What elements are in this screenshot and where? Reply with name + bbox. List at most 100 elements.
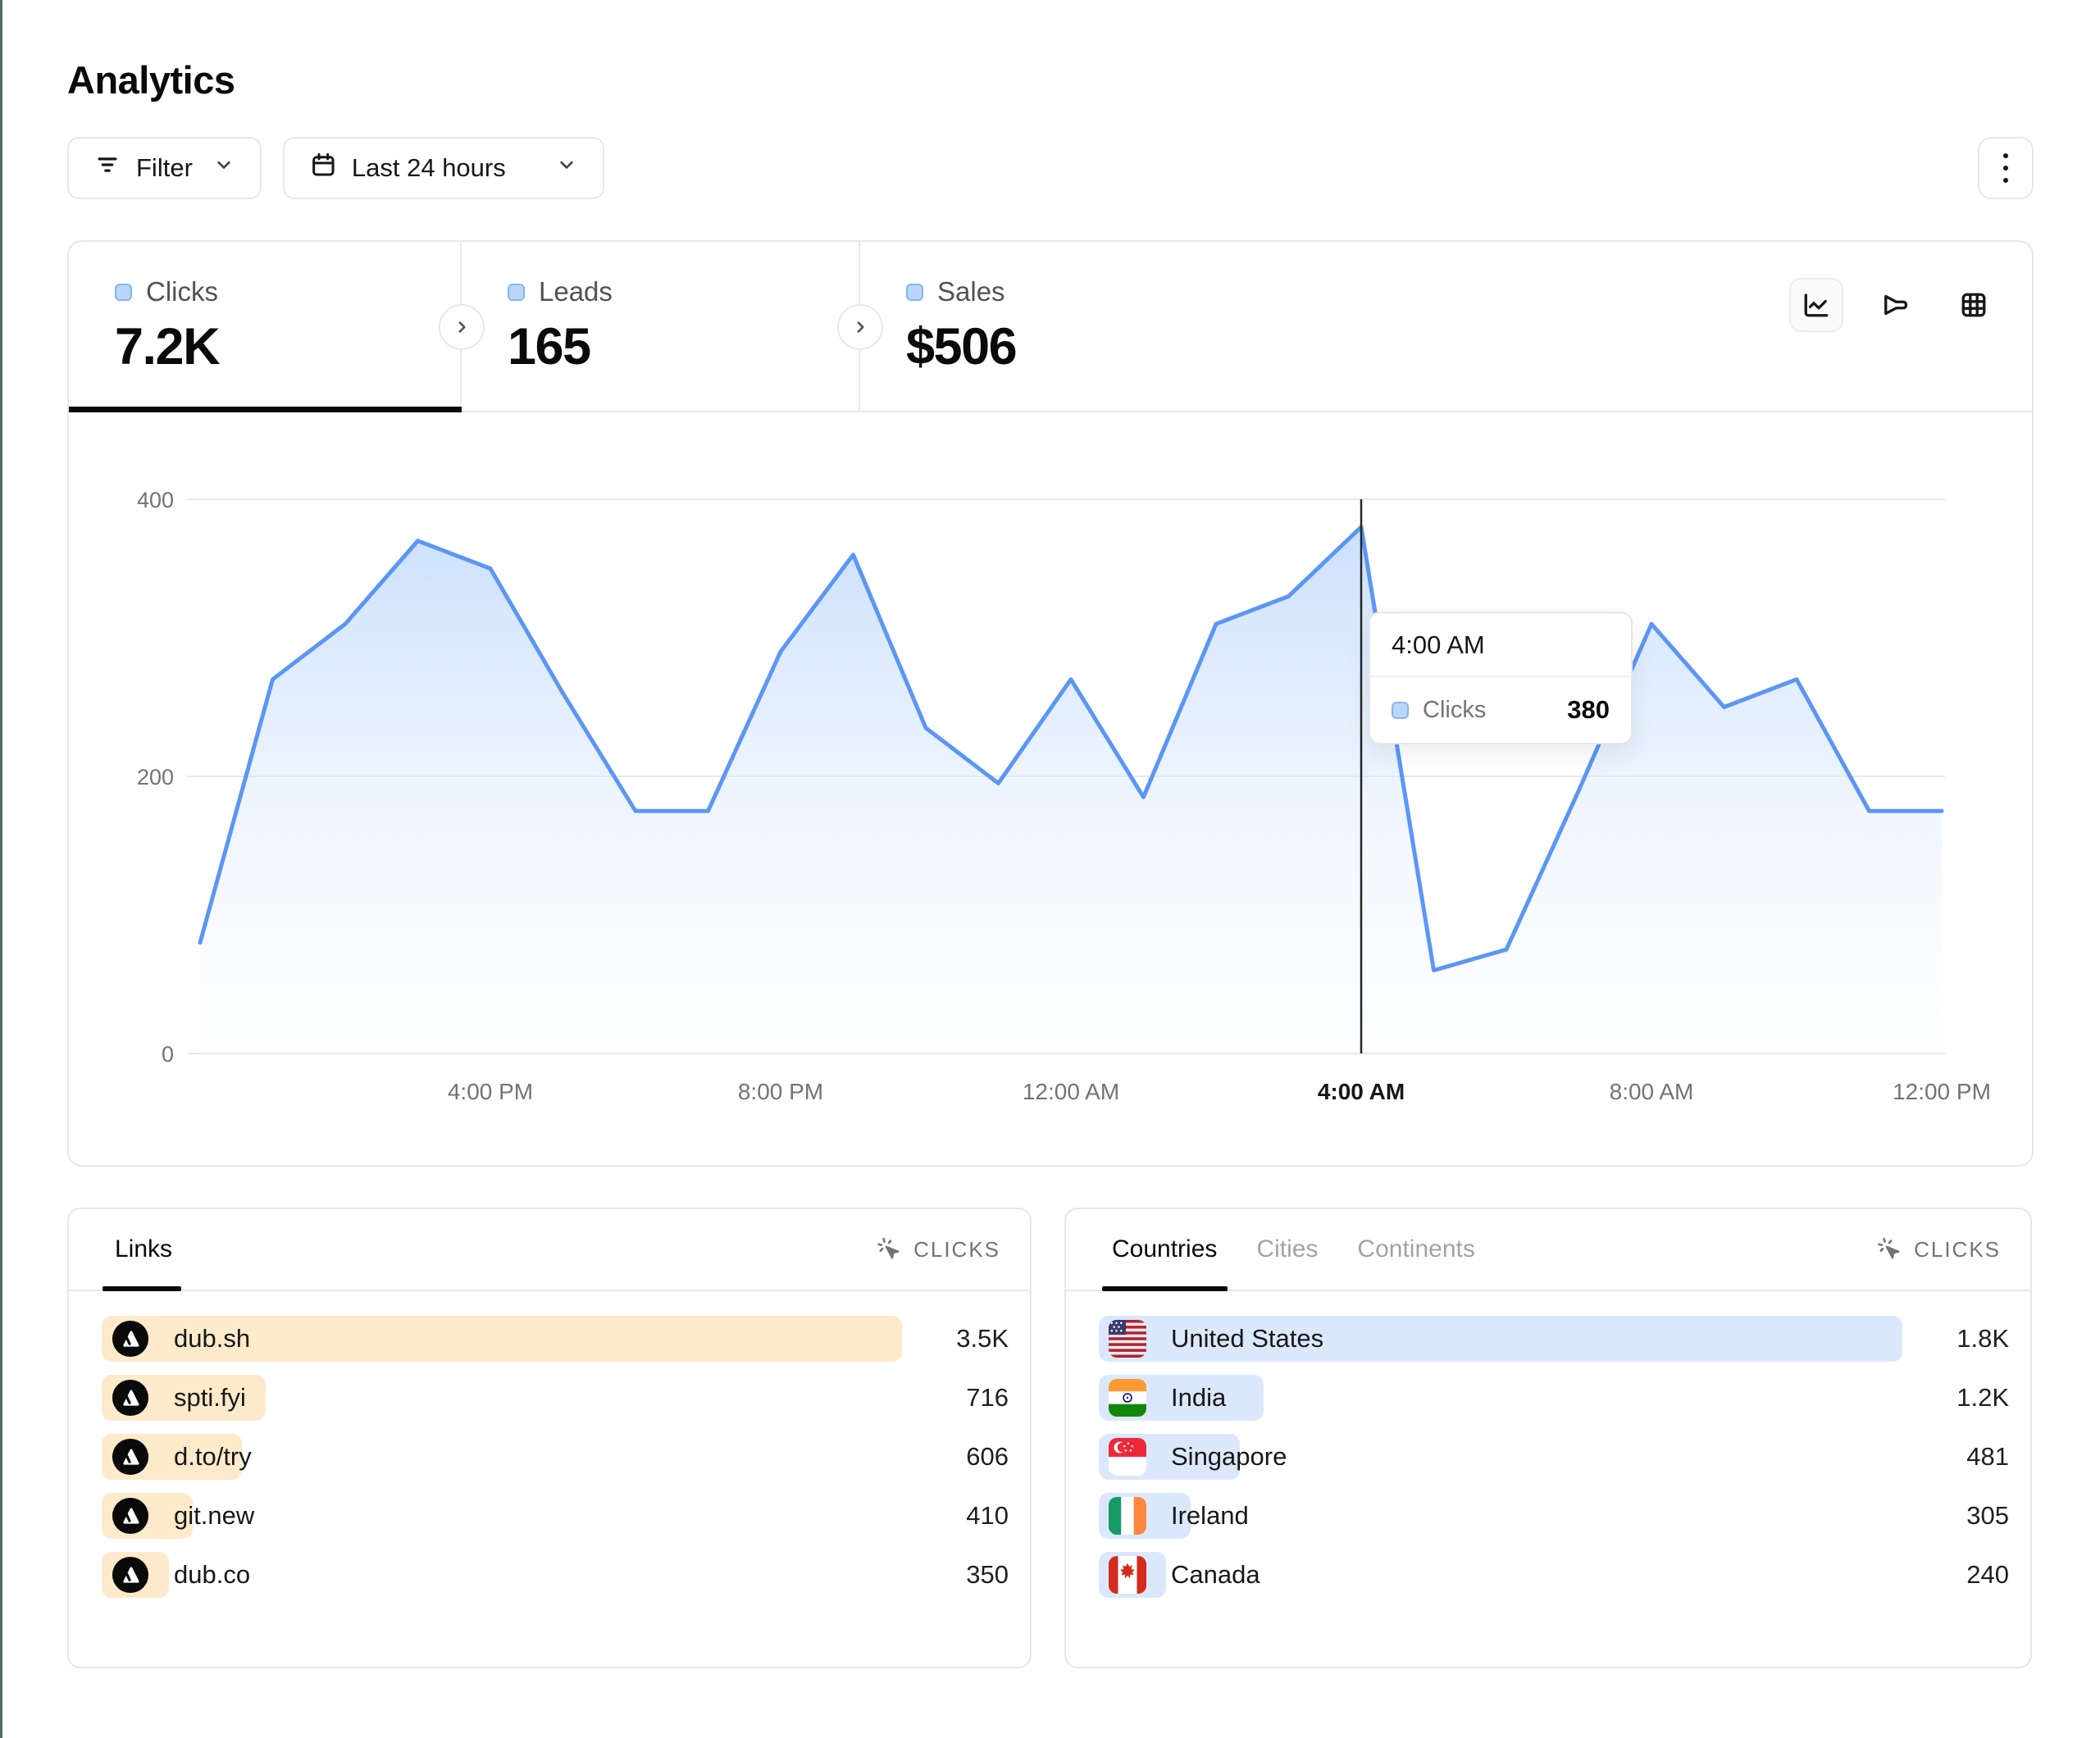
tooltip-time: 4:00 AM bbox=[1370, 613, 1631, 677]
row-value: 481 bbox=[1966, 1442, 2009, 1471]
tooltip-series-label: Clicks bbox=[1423, 696, 1487, 723]
link-row[interactable]: dub.co 350 bbox=[102, 1552, 1009, 1598]
row-value: 305 bbox=[1966, 1501, 2009, 1530]
toolbar: Filter Last 24 hours bbox=[67, 137, 2034, 199]
chevron-down-icon bbox=[212, 153, 235, 183]
tab-leads[interactable]: Leads 165 bbox=[462, 242, 860, 411]
row-value: 606 bbox=[966, 1442, 1009, 1471]
clicks-tab-label: Clicks bbox=[146, 276, 218, 307]
flag-ca-icon bbox=[1109, 1556, 1146, 1594]
value-bar bbox=[1099, 1316, 1902, 1362]
row-label: United States bbox=[1171, 1324, 1324, 1353]
row-value: 350 bbox=[966, 1560, 1009, 1589]
breakdown-panels: Links CLICKS dub.sh 3.5K bbox=[67, 1208, 2034, 1668]
analytics-chart-card: Clicks 7.2K Leads 165 Sales $506 bbox=[67, 240, 2034, 1167]
countries-rows: United States 1.8K India 1.2K Singapore … bbox=[1066, 1291, 2030, 1598]
link-row[interactable]: d.to/try 606 bbox=[102, 1434, 1009, 1480]
row-label: dub.sh bbox=[174, 1324, 251, 1353]
country-row[interactable]: India 1.2K bbox=[1099, 1375, 2009, 1421]
clicks-legend-square-icon bbox=[115, 283, 132, 301]
svg-text:8:00 AM: 8:00 AM bbox=[1610, 1079, 1694, 1104]
filter-button[interactable]: Filter bbox=[67, 137, 262, 199]
links-metric-label: CLICKS bbox=[913, 1236, 1000, 1262]
funnel-icon bbox=[1884, 294, 1908, 316]
tab-countries[interactable]: Countries bbox=[1112, 1235, 1218, 1263]
dub-logo-icon bbox=[112, 1497, 149, 1535]
tooltip-value: 380 bbox=[1567, 695, 1610, 724]
row-label: Canada bbox=[1171, 1560, 1260, 1589]
svg-text:4:00 PM: 4:00 PM bbox=[448, 1079, 533, 1104]
tooltip-legend-square-icon bbox=[1392, 701, 1409, 719]
svg-text:8:00 PM: 8:00 PM bbox=[738, 1079, 823, 1104]
tab-cities[interactable]: Cities bbox=[1256, 1235, 1319, 1263]
date-range-button[interactable]: Last 24 hours bbox=[282, 137, 604, 199]
leads-tab-label: Leads bbox=[539, 276, 613, 307]
leads-tab-value: 165 bbox=[508, 318, 591, 375]
filter-button-label: Filter bbox=[136, 153, 193, 182]
clicks-chart-area[interactable]: 0 200 400 4:00 PM 8:00 PM 12:00 AM 4:00 AM 8:00… bbox=[69, 412, 2032, 1167]
link-row[interactable]: git.new 410 bbox=[102, 1493, 1009, 1539]
country-row[interactable]: Ireland 305 bbox=[1099, 1493, 2009, 1539]
kebab-menu-icon bbox=[2003, 153, 2008, 158]
countries-tab-underline bbox=[1102, 1286, 1228, 1291]
links-metric-selector[interactable]: CLICKS bbox=[876, 1236, 1000, 1263]
links-rows: dub.sh 3.5K spti.fyi 716 d.to/try 606 gi… bbox=[69, 1291, 1030, 1598]
row-value: 716 bbox=[966, 1383, 1009, 1412]
row-value: 1.8K bbox=[1957, 1324, 2009, 1353]
flag-in-icon bbox=[1109, 1379, 1146, 1417]
row-label: India bbox=[1171, 1383, 1227, 1412]
chart-type-toggles bbox=[1789, 278, 2001, 332]
sales-tab-value: $506 bbox=[906, 318, 1018, 375]
tab-sales[interactable]: Sales $506 bbox=[860, 242, 2032, 411]
svg-text:0: 0 bbox=[162, 1042, 174, 1067]
row-label: Ireland bbox=[1171, 1501, 1249, 1530]
expand-leads-button[interactable] bbox=[439, 304, 485, 350]
more-options-button[interactable] bbox=[1978, 137, 2034, 199]
link-row[interactable]: spti.fyi 716 bbox=[102, 1375, 1009, 1421]
table-grid-toggle[interactable] bbox=[1947, 278, 2001, 332]
analytics-page: Analytics Filter Last 24 hours bbox=[67, 0, 2034, 1668]
row-value: 3.5K bbox=[956, 1324, 1009, 1353]
expand-sales-button[interactable] bbox=[837, 304, 883, 350]
row-label: dub.co bbox=[174, 1560, 251, 1589]
countries-metric-label: CLICKS bbox=[1914, 1236, 2001, 1262]
calendar-icon bbox=[309, 151, 337, 185]
row-label: Singapore bbox=[1171, 1442, 1287, 1471]
link-row[interactable]: dub.sh 3.5K bbox=[102, 1316, 1009, 1362]
row-label: d.to/try bbox=[174, 1442, 252, 1471]
cursor-click-icon bbox=[1878, 1237, 1900, 1259]
window-edge bbox=[0, 0, 2, 1738]
line-chart-toggle[interactable] bbox=[1789, 278, 1843, 332]
row-value: 240 bbox=[1966, 1560, 2009, 1589]
dub-logo-icon bbox=[112, 1379, 149, 1417]
chevron-down-icon bbox=[555, 153, 578, 183]
funnel-toggle[interactable] bbox=[1868, 278, 1922, 332]
country-row[interactable]: Canada 240 bbox=[1099, 1552, 2009, 1598]
svg-text:200: 200 bbox=[137, 765, 174, 789]
date-range-value: Last 24 hours bbox=[351, 153, 506, 182]
svg-text:12:00 AM: 12:00 AM bbox=[1023, 1079, 1119, 1104]
tab-continents[interactable]: Continents bbox=[1357, 1235, 1475, 1263]
dub-logo-icon bbox=[112, 1320, 149, 1358]
chevron-right-icon bbox=[458, 321, 466, 333]
country-row[interactable]: Singapore 481 bbox=[1099, 1434, 2009, 1480]
svg-text:12:00 PM: 12:00 PM bbox=[1893, 1079, 1991, 1104]
dub-logo-icon bbox=[112, 1556, 149, 1594]
tab-clicks[interactable]: Clicks 7.2K bbox=[69, 242, 462, 411]
clicks-tab-value: 7.2K bbox=[115, 318, 221, 375]
leads-legend-square-icon bbox=[508, 283, 525, 301]
links-tab-underline bbox=[102, 1286, 181, 1291]
row-value: 1.2K bbox=[1957, 1383, 2009, 1412]
clicks-area-chart: 0 200 400 4:00 PM 8:00 PM 12:00 AM 4:00 AM 8:00… bbox=[137, 488, 1991, 1104]
chart-tooltip: 4:00 AM Clicks 380 bbox=[1369, 612, 1633, 744]
country-row[interactable]: United States 1.8K bbox=[1099, 1316, 2009, 1362]
filter-bars-icon bbox=[93, 151, 121, 185]
svg-text:400: 400 bbox=[137, 488, 174, 512]
countries-metric-selector[interactable]: CLICKS bbox=[1876, 1236, 2001, 1263]
active-tab-underline bbox=[69, 407, 462, 412]
countries-panel: Countries Cities Continents CLICKS bbox=[1064, 1208, 2032, 1668]
row-value: 410 bbox=[966, 1501, 1009, 1530]
table-grid-icon bbox=[1961, 293, 1986, 317]
line-chart-icon bbox=[1804, 293, 1829, 317]
tab-links[interactable]: Links bbox=[115, 1235, 173, 1263]
